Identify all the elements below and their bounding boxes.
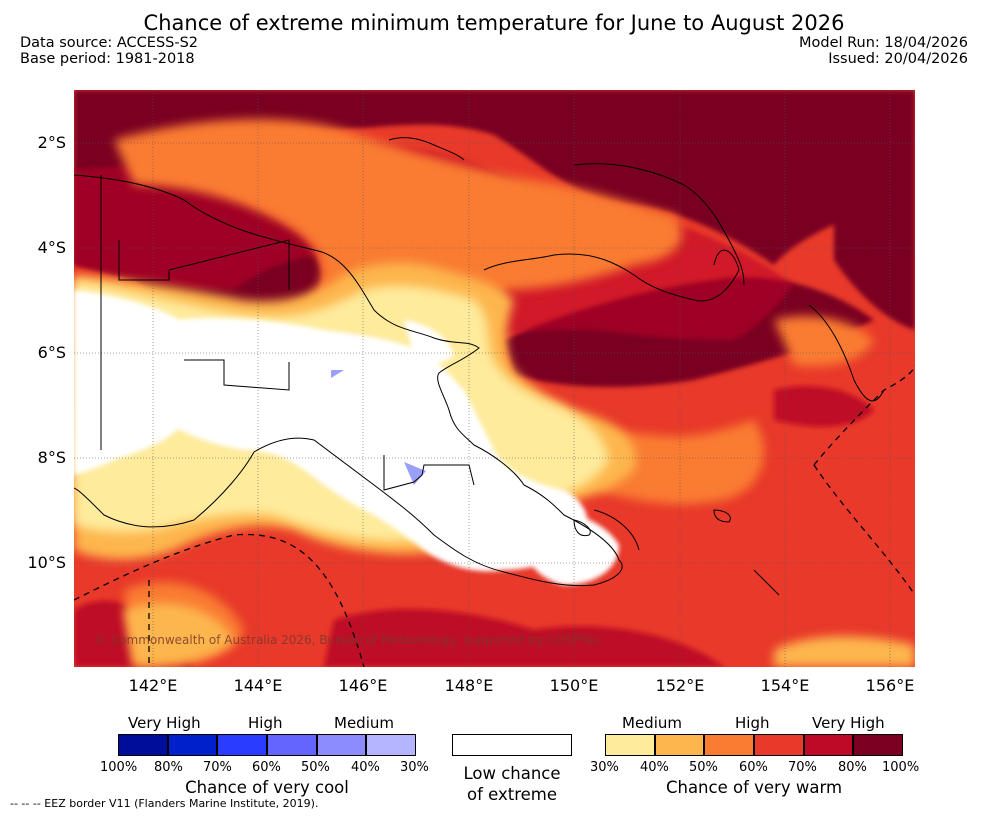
warm-header-medium: Medium [622,714,682,732]
cool-header-high: High [248,714,283,732]
model-run: Model Run: 18/04/2026 [798,35,968,51]
cool-pct-30: 30% [400,760,429,775]
lon-tick-142e: 142°E [128,676,178,695]
cool-swatch-1 [118,734,168,756]
cool-swatch-5 [316,734,367,756]
lon-tick-152e: 152°E [655,676,705,695]
warm-pct-60: 60% [739,760,768,775]
data-source: Data source: ACCESS-S2 [20,35,199,51]
warm-header-very-high: Very High [812,714,885,732]
cool-swatch-2 [167,734,218,756]
cool-patch-2 [404,462,426,485]
lon-tick-144e: 144°E [233,676,283,695]
cool-header-very-high: Very High [128,714,201,732]
coastlines [74,137,885,596]
low-chance-title-1: Low chance [463,764,561,783]
warm-swatch-5 [803,734,854,756]
warm-swatch-2 [654,734,705,756]
meta-right: Model Run: 18/04/2026 Issued: 20/04/2026 [799,35,968,67]
cool-pct-50: 50% [301,760,330,775]
cool-pct-70: 70% [203,760,232,775]
lat-tick-6s: 6°S [37,343,66,362]
lon-tick-150e: 150°E [549,676,599,695]
cool-patch-1 [331,370,344,378]
map-panel [74,90,915,667]
warm-pct-100: 100% [882,760,920,775]
warm-swatch-3 [704,734,755,756]
warm-swatch-1 [605,734,655,756]
warm-pct-50: 50% [689,760,718,775]
eez-borders [74,364,915,667]
meta-left: Data source: ACCESS-S2 Base period: 1981… [20,35,198,67]
cool-pct-80: 80% [154,760,183,775]
cool-header-medium: Medium [334,714,394,732]
cool-legend-title: Chance of very cool [185,778,349,797]
lon-tick-148e: 148°E [444,676,494,695]
lon-tick-156e: 156°E [865,676,915,695]
base-period: Base period: 1981-2018 [20,51,195,67]
chart-title: Chance of extreme minimum temperature fo… [143,11,845,35]
low-chance-swatch [452,734,572,756]
lat-tick-8s: 8°S [37,448,66,467]
warm-legend-title: Chance of very warm [665,778,843,797]
warm-pct-80: 80% [838,760,867,775]
warm-header-high: High [735,714,770,732]
map-canvas [74,90,915,667]
cool-pct-60: 60% [252,760,281,775]
gridlines [74,90,915,667]
cool-swatch-6 [366,734,417,756]
warm-pct-30: 30% [590,760,619,775]
lat-tick-10s: 10°S [27,553,66,572]
warm-swatch-6 [853,734,904,756]
lat-tick-4s: 4°S [37,238,66,257]
issued-date: Issued: 20/04/2026 [828,51,968,67]
warm-pct-40: 40% [640,760,669,775]
copyright-note: © Commonwealth of Australia 2026, Bureau… [95,633,601,647]
low-chance-zone [74,290,619,585]
cool-pct-40: 40% [351,760,380,775]
warm-colorbar [605,734,904,756]
cool-colorbar [118,734,417,756]
cool-swatch-3 [217,734,268,756]
warm-swatch-4 [754,734,804,756]
warm-pct-70: 70% [788,760,817,775]
lon-tick-146e: 146°E [338,676,388,695]
eez-footnote: -- -- -- EEZ border V11 (Flanders Marine… [10,797,319,810]
lon-tick-154e: 154°E [760,676,810,695]
lat-tick-2s: 2°S [37,133,66,152]
low-chance-title-2: of extreme [466,785,558,804]
cool-pct-100: 100% [100,760,138,775]
cool-swatch-4 [267,734,317,756]
